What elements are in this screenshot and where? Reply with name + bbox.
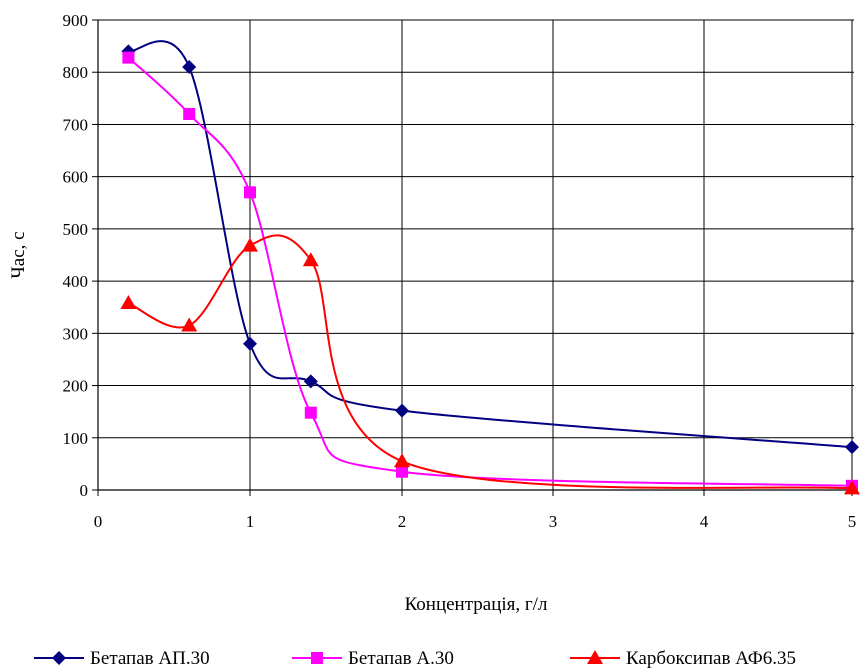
series-line (128, 40, 853, 449)
data-point (242, 237, 258, 252)
series-1 (121, 40, 859, 455)
data-point (394, 453, 410, 468)
y-tick-label: 200 (63, 377, 89, 396)
grid (98, 19, 854, 490)
data-point (244, 186, 256, 199)
legend-item: Бетапав АП.30 (34, 648, 210, 668)
y-tick-label: 700 (63, 115, 89, 134)
data-point (120, 295, 137, 310)
legend: Бетапав АП.30 Бетапав А.30 Карбоксипав АФ6… (34, 648, 796, 668)
legend-label: Бетапав А.30 (348, 648, 454, 668)
y-tick-label: 600 (63, 168, 89, 187)
legend-label: Карбоксипав АФ6.35 (626, 648, 796, 668)
axes (92, 19, 854, 496)
x-tick-label: 2 (398, 512, 407, 531)
legend-marker (587, 650, 603, 664)
series-line (127, 56, 853, 487)
y-tick-label: 0 (80, 481, 89, 500)
data-point (302, 252, 319, 267)
y-tick-label: 800 (63, 63, 89, 82)
y-tick-label: 500 (63, 220, 89, 239)
y-tick-label: 100 (63, 429, 89, 448)
x-tick-label: 5 (848, 512, 857, 531)
data-point (395, 403, 409, 418)
data-point (122, 51, 135, 64)
x-tick-label: 4 (700, 512, 709, 531)
data-point (303, 374, 318, 389)
tick-labels: 0 100 200 300 400 500 600 700 800 900 0 1 2 3 4 5 (63, 11, 857, 531)
x-tick-label: 0 (94, 512, 103, 531)
data-point (396, 465, 408, 478)
data-point (183, 108, 196, 120)
data-point (182, 60, 197, 74)
y-tick-label: 900 (63, 11, 89, 30)
data-point (181, 317, 198, 332)
y-axis-title: Час, с (8, 231, 29, 278)
x-tick-label: 3 (549, 512, 558, 531)
data-point (844, 480, 860, 495)
series-3 (120, 234, 860, 495)
y-tick-label: 300 (63, 324, 89, 343)
x-tick-label: 1 (246, 512, 255, 531)
legend-marker (311, 652, 323, 664)
legend-item: Карбоксипав АФ6.35 (570, 648, 796, 668)
y-tick-label: 400 (63, 272, 89, 291)
legend-marker (52, 651, 66, 665)
x-axis-title: Концентрація, г/л (405, 594, 548, 615)
series-layer (120, 40, 860, 495)
data-point (845, 440, 859, 455)
data-point (243, 336, 257, 351)
series-line (127, 234, 853, 490)
legend-label: Бетапав АП.30 (90, 648, 210, 668)
legend-item: Бетапав А.30 (292, 648, 454, 668)
data-point (304, 406, 317, 419)
